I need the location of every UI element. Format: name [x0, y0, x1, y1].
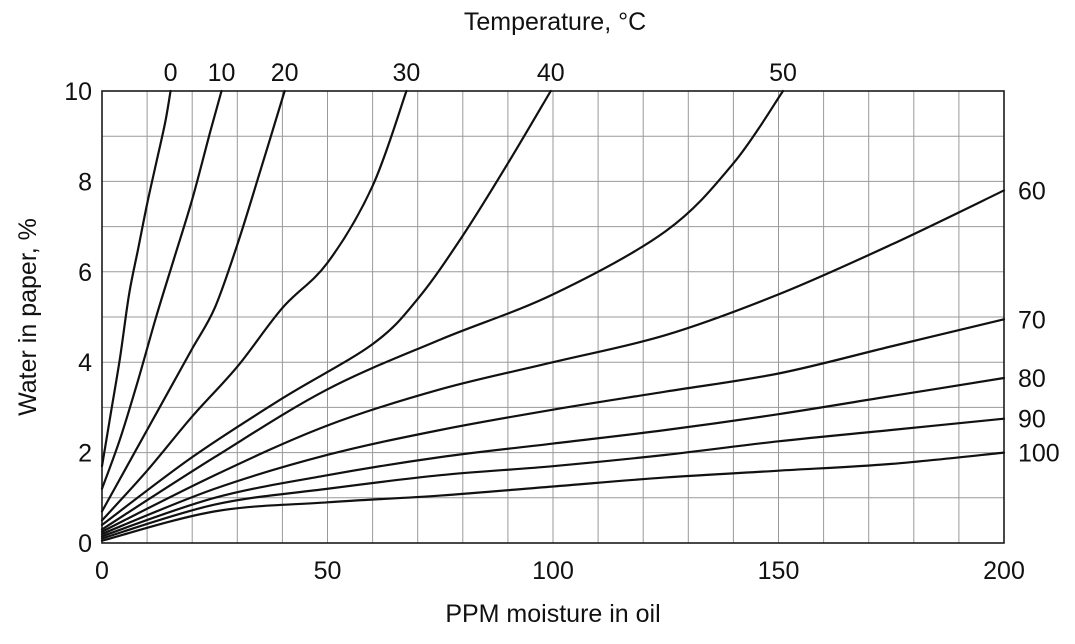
series-labels-layer: 0 10 20 30 40 50 60 70 80 90 100 [164, 59, 1060, 468]
series-line-70 [100, 318, 1006, 536]
chart-title: Temperature, °C [464, 8, 646, 36]
y-tick-label: 4 [78, 349, 92, 377]
series-line-100 [100, 451, 1006, 542]
x-tick-label: 150 [758, 557, 800, 585]
y-tick-label: 2 [78, 440, 92, 468]
x-tick-label: 200 [983, 557, 1025, 585]
y-tick-label: 8 [78, 168, 92, 196]
series-line-20 [100, 89, 286, 513]
series-label-20: 20 [271, 59, 299, 87]
series-line-80 [100, 376, 1006, 538]
series-line-10 [100, 89, 223, 490]
grid-layer [102, 91, 1004, 543]
series-line-40 [100, 89, 552, 527]
series-line-50 [100, 89, 785, 531]
series-line-60 [100, 189, 1006, 533]
y-tick-label: 0 [78, 530, 92, 558]
series-label-80: 80 [1018, 365, 1046, 393]
tick-labels-layer: 0 50 100 150 200 0 2 4 6 8 10 [64, 78, 1025, 585]
series-label-0: 0 [164, 59, 178, 87]
series-label-60: 60 [1018, 177, 1046, 205]
series-label-30: 30 [393, 59, 421, 87]
series-line-90 [100, 417, 1006, 540]
x-tick-label: 0 [95, 557, 109, 585]
series-line-30 [100, 89, 408, 522]
y-axis-title: Water in paper, % [14, 218, 42, 416]
y-tick-label: 6 [78, 259, 92, 287]
series-label-10: 10 [208, 59, 236, 87]
series-label-40: 40 [537, 59, 565, 87]
y-tick-label: 10 [64, 78, 92, 106]
x-tick-label: 100 [532, 557, 574, 585]
curves-layer [100, 89, 1006, 542]
series-label-100: 100 [1018, 440, 1060, 468]
series-line-0 [100, 89, 172, 468]
plot-frame [101, 90, 1005, 544]
series-label-50: 50 [769, 59, 797, 87]
x-tick-label: 50 [314, 557, 342, 585]
series-label-90: 90 [1018, 406, 1046, 434]
x-axis-title: PPM moisture in oil [445, 600, 660, 628]
series-label-70: 70 [1018, 306, 1046, 334]
